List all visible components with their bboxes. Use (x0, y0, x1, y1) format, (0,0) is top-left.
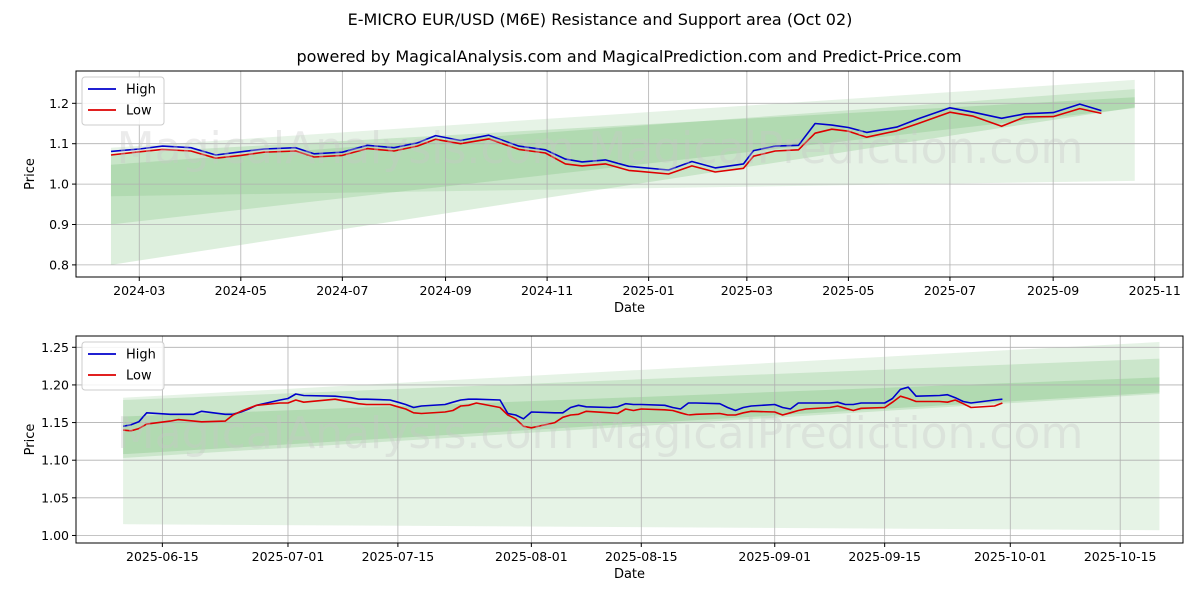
x-tick-label: 2024-07 (316, 283, 368, 298)
support-resistance-band (110, 79, 1135, 197)
legend-label-high: High (126, 83, 156, 98)
x-tick-label: 2025-09-01 (738, 549, 811, 564)
x-tick-label: 2025-10-15 (1084, 549, 1157, 564)
x-tick-label: 2025-07-15 (362, 549, 435, 564)
x-tick-label: 2024-11 (521, 283, 573, 298)
x-tick-label: 2025-09-15 (848, 549, 921, 564)
x-tick-label: 2025-11 (1129, 283, 1181, 298)
support-resistance-band (110, 97, 1135, 265)
y-axis-label: Price (23, 158, 38, 190)
y-tick-label: 0.9 (49, 217, 69, 232)
chart-top: MagicalAnalysis.com MagicalPrediction.co… (23, 70, 1184, 316)
x-tick-label: 2025-09 (1027, 283, 1079, 298)
axes-frame (75, 335, 1184, 544)
x-axis-label: Date (614, 567, 645, 582)
x-tick-label: 2025-07 (924, 283, 976, 298)
x-tick-label: 2025-10-01 (974, 549, 1047, 564)
legend-label-low: Low (126, 104, 152, 119)
x-tick-label: 2025-08-01 (495, 549, 568, 564)
x-tick-label: 2025-03 (721, 283, 773, 298)
y-tick-label: 1.2 (49, 96, 69, 111)
y-tick-label: 1.10 (41, 453, 69, 468)
x-tick-label: 2024-03 (113, 283, 165, 298)
y-tick-label: 1.15 (41, 415, 69, 430)
chart-bottom: MagicalAnalysis.com MagicalPrediction.co… (23, 335, 1184, 582)
y-tick-label: 1.0 (49, 177, 69, 192)
x-tick-label: 2024-09 (419, 283, 471, 298)
plot-area (76, 71, 1183, 277)
y-tick-label: 1.1 (49, 136, 69, 151)
figure-title: E-MICRO EUR/USD (M6E) Resistance and Sup… (348, 10, 853, 29)
y-tick-label: 1.05 (41, 490, 69, 505)
x-tick-label: 2025-08-15 (605, 549, 678, 564)
y-axis-label: Price (23, 424, 38, 456)
y-tick-label: 1.25 (41, 340, 69, 355)
watermark-text: MagicalAnalysis.com MagicalPrediction.co… (117, 408, 1084, 459)
figure-subtitle: powered by MagicalAnalysis.com and Magic… (296, 47, 961, 66)
x-tick-label: 2025-01 (623, 283, 675, 298)
watermark-text: MagicalAnalysis.com MagicalPrediction.co… (117, 123, 1084, 174)
plot-area (76, 336, 1183, 543)
x-tick-label: 2025-05 (822, 283, 874, 298)
support-resistance-band (110, 89, 1135, 225)
series-line-high (110, 103, 1102, 171)
legend: High Low (81, 76, 165, 126)
y-tick-label: 1.00 (41, 528, 69, 543)
x-tick-label: 2025-06-15 (126, 549, 199, 564)
y-tick-label: 0.8 (49, 257, 69, 272)
watermark-top: MagicalAnalysis.com MagicalPrediction.co… (117, 123, 1084, 174)
x-tick-label: 2024-05 (215, 283, 267, 298)
series-line-low (123, 395, 1003, 432)
x-tick-label: 2025-07-01 (252, 549, 325, 564)
x-axis-label: Date (614, 301, 645, 316)
series-line-low (110, 107, 1102, 175)
watermark-bottom: MagicalAnalysis.com MagicalPrediction.co… (117, 408, 1084, 459)
y-tick-label: 1.20 (41, 377, 69, 392)
legend-label-low: Low (126, 369, 152, 384)
legend: High Low (81, 341, 165, 391)
legend-label-high: High (126, 348, 156, 363)
axes-frame (75, 70, 1184, 278)
